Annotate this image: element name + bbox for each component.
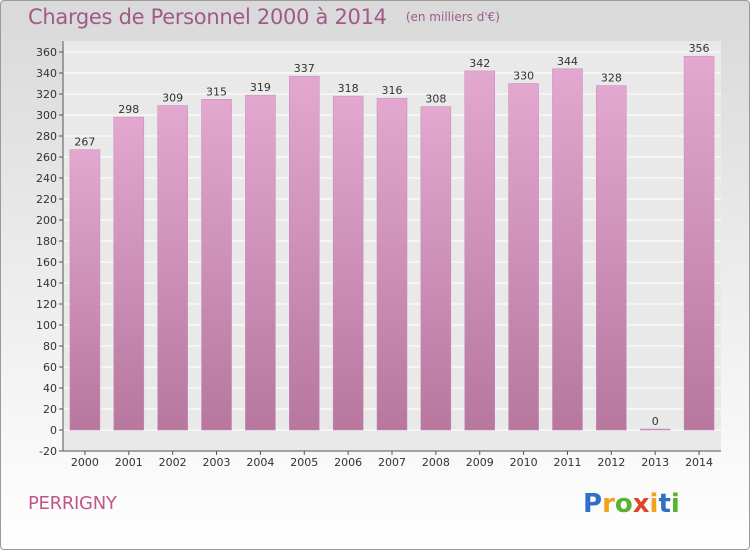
y-tick-label: 260 xyxy=(36,151,57,164)
data-label-2007: 316 xyxy=(382,84,403,97)
bar-2003 xyxy=(201,99,232,431)
data-label-2010: 330 xyxy=(513,70,534,83)
bar-2012 xyxy=(596,85,627,431)
data-label-2006: 318 xyxy=(338,82,359,95)
chart-subtitle: (en milliers d'€) xyxy=(405,10,500,24)
data-label-2012: 328 xyxy=(601,72,622,85)
y-tick-label: -20 xyxy=(39,445,57,458)
y-tick-label: 160 xyxy=(36,256,57,269)
data-label-2003: 315 xyxy=(206,85,227,98)
y-tick-label: 40 xyxy=(43,382,57,395)
x-tick-label-2013: 2013 xyxy=(641,456,669,469)
y-tick-label: 100 xyxy=(36,319,57,332)
y-tick-label: 220 xyxy=(36,193,57,206)
y-tick-label: 320 xyxy=(36,88,57,101)
x-tick-label-2003: 2003 xyxy=(203,456,231,469)
x-tick-label-2011: 2011 xyxy=(553,456,581,469)
y-tick-label: 60 xyxy=(43,361,57,374)
bar-2007 xyxy=(376,97,408,431)
y-tick-label: 300 xyxy=(36,109,57,122)
logo-letter: o xyxy=(614,489,633,519)
x-tick-label-2006: 2006 xyxy=(334,456,362,469)
y-tick-label: 280 xyxy=(36,130,57,143)
y-tick-label: 80 xyxy=(43,340,57,353)
bar-2002 xyxy=(157,105,188,431)
y-tick-label: 240 xyxy=(36,172,57,185)
bar-2013 xyxy=(639,428,671,431)
x-tick-label-2002: 2002 xyxy=(159,456,187,469)
data-label-2000: 267 xyxy=(74,136,95,149)
logo-letter: i xyxy=(670,489,680,519)
data-label-2004: 319 xyxy=(250,81,271,94)
logo-letter: t xyxy=(658,489,671,519)
x-tick-label-2008: 2008 xyxy=(422,456,450,469)
y-tick-label: 200 xyxy=(36,214,57,227)
x-tick-label-2009: 2009 xyxy=(466,456,494,469)
x-tick-label-2005: 2005 xyxy=(290,456,318,469)
x-tick-label-2001: 2001 xyxy=(115,456,143,469)
data-label-2013: 0 xyxy=(652,415,659,428)
x-tick-label-2012: 2012 xyxy=(597,456,625,469)
bar-2000 xyxy=(69,149,101,431)
bar-2004 xyxy=(245,94,276,431)
y-tick-label: 340 xyxy=(36,67,57,80)
data-label-2001: 298 xyxy=(118,103,139,116)
x-tick-label-2000: 2000 xyxy=(71,456,99,469)
y-tick-label: 0 xyxy=(50,424,57,437)
data-label-2014: 356 xyxy=(689,42,710,55)
logo-letter: r xyxy=(602,489,615,519)
logo-letter: x xyxy=(632,489,650,519)
bar-2001 xyxy=(113,116,145,431)
data-label-2002: 309 xyxy=(162,92,183,105)
x-tick-label-2014: 2014 xyxy=(685,456,713,469)
y-tick-label: 180 xyxy=(36,235,57,248)
title-row: Charges de Personnel 2000 à 2014 (en mil… xyxy=(28,5,500,29)
bar-2011 xyxy=(552,68,583,431)
bar-2006 xyxy=(332,95,364,431)
y-tick-label: 360 xyxy=(36,46,57,59)
y-tick-label: 120 xyxy=(36,298,57,311)
y-tick-label: 140 xyxy=(36,277,57,290)
proxiti-logo: Proxiti xyxy=(583,489,680,519)
bar-2010 xyxy=(508,83,539,431)
bar-2008 xyxy=(420,106,452,431)
data-label-2009: 342 xyxy=(469,57,490,70)
bar-2005 xyxy=(289,75,320,431)
y-tick-label: 20 xyxy=(43,403,57,416)
logo-letter: P xyxy=(583,489,603,519)
data-label-2008: 308 xyxy=(425,93,446,106)
place-name: PERRIGNY xyxy=(28,493,117,514)
x-tick-label-2010: 2010 xyxy=(510,456,538,469)
data-label-2011: 344 xyxy=(557,55,578,68)
chart-title: Charges de Personnel 2000 à 2014 xyxy=(28,5,387,29)
bar-2014 xyxy=(683,55,715,431)
x-tick-label-2004: 2004 xyxy=(246,456,274,469)
x-tick-label-2007: 2007 xyxy=(378,456,406,469)
logo-letter: i xyxy=(649,489,659,519)
data-label-2005: 337 xyxy=(294,62,315,75)
bar-2009 xyxy=(464,70,495,431)
